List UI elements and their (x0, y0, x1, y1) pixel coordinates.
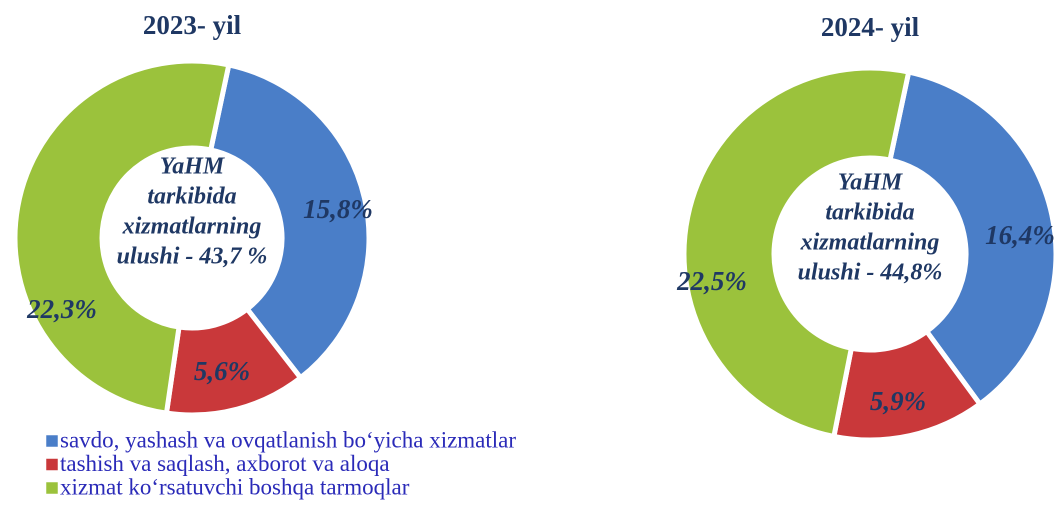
data-label: 22,3% (26, 294, 97, 324)
center-text: YaHM (160, 154, 226, 180)
legend-swatch (45, 481, 59, 495)
center-text: ulushi - 44,8% (798, 260, 943, 286)
center-text: tarkibida (147, 184, 236, 210)
center-text: xizmatlarning (122, 214, 262, 240)
data-label: 16,4% (985, 220, 1055, 250)
data-label: 22,5% (676, 266, 747, 296)
donut-slice (886, 69, 1059, 408)
legend-label: xizmat ko‘rsatuvchi boshqa tarmoqlar (60, 474, 410, 499)
center-text: YaHM (838, 170, 904, 196)
legend-swatch (45, 458, 59, 471)
legend-swatch (45, 434, 59, 448)
donut-slice (12, 58, 232, 416)
chart-title: 2024- yil (821, 12, 920, 42)
center-text: tarkibida (825, 200, 914, 226)
chart-title: 2023- yil (143, 10, 242, 40)
data-label: 5,9% (870, 386, 926, 416)
donut-slice (207, 61, 372, 382)
data-label: 5,6% (194, 356, 250, 386)
data-label: 15,8% (303, 194, 373, 224)
legend-label: savdo, yashash va ovqatlanish bo‘yicha x… (60, 427, 516, 452)
center-text: ulushi - 43,7 % (117, 244, 268, 270)
donut-slice (681, 65, 912, 440)
legend-label: tashish va saqlash, axborot va aloqa (60, 451, 390, 476)
center-text: xizmatlarning (800, 230, 940, 256)
